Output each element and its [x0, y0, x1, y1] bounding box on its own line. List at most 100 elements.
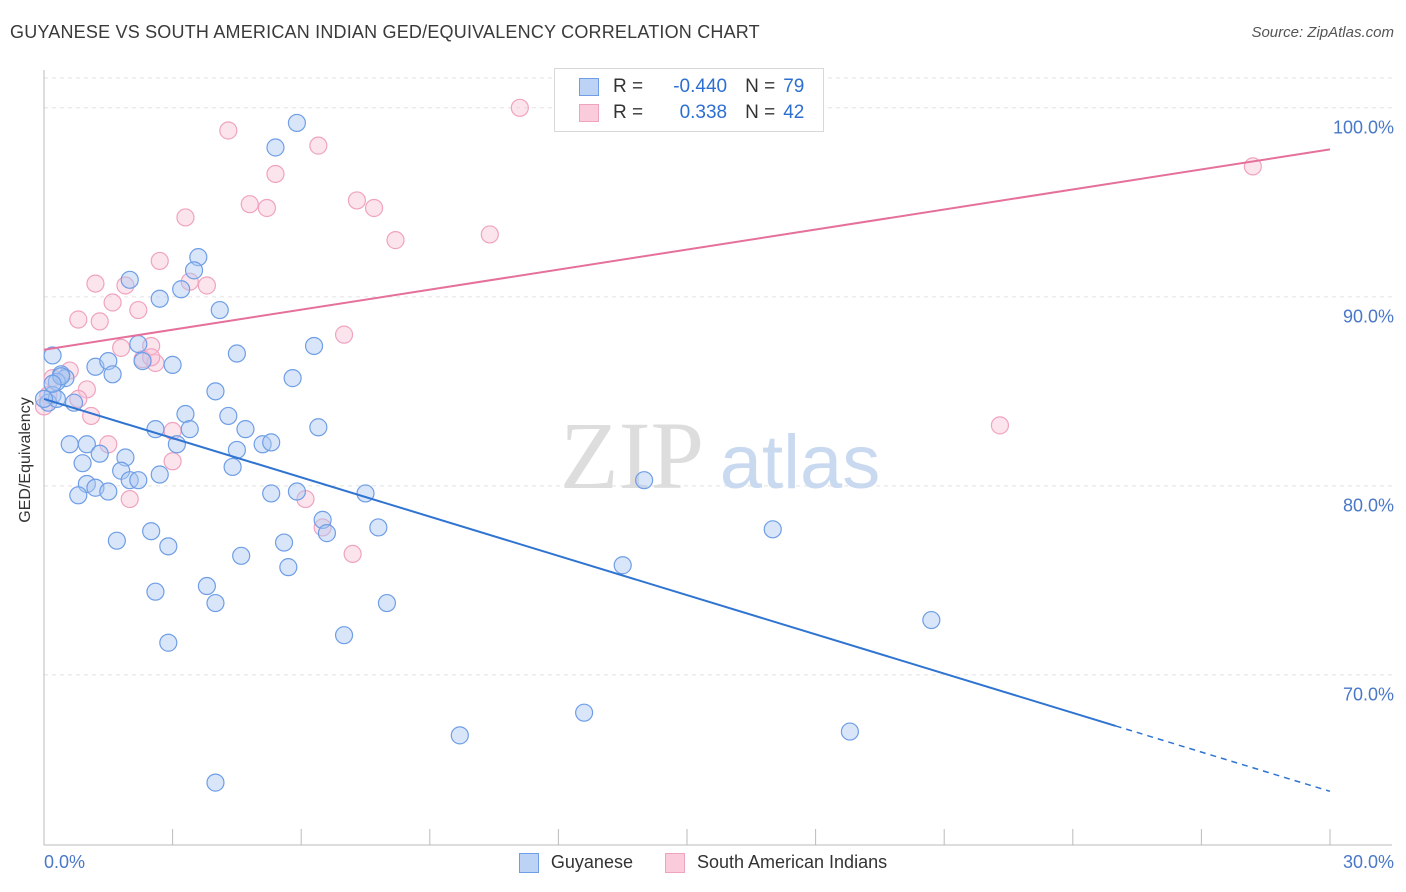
- point-guyanese: [43, 374, 62, 393]
- legend-n-sai: 42: [783, 102, 805, 123]
- point-guyanese: [304, 336, 324, 356]
- point-guyanese: [197, 576, 216, 596]
- point-guyanese: [279, 558, 298, 577]
- legend-n-label: N =: [745, 76, 776, 97]
- point-guyanese: [613, 556, 632, 575]
- point-sai: [150, 251, 169, 271]
- series-swatch-sai: [664, 852, 685, 873]
- series-name-sai: South American Indians: [696, 852, 888, 872]
- axes: [43, 70, 1392, 846]
- point-guyanese: [176, 404, 195, 424]
- series-legend-guyanese[interactable]: Guyanese: [518, 852, 633, 873]
- point-sai: [266, 164, 285, 184]
- point-guyanese: [90, 444, 109, 463]
- series-legend: Guyanese South American Indians: [0, 852, 1406, 873]
- point-sai: [69, 310, 88, 329]
- point-guyanese: [309, 418, 328, 437]
- point-guyanese: [283, 369, 302, 388]
- legend-r-guyanese: -0.440: [673, 76, 728, 97]
- point-sai: [176, 208, 195, 227]
- point-sai: [86, 274, 105, 293]
- series-name-guyanese: Guyanese: [550, 852, 633, 872]
- point-guyanese: [377, 593, 397, 613]
- point-guyanese: [262, 433, 281, 452]
- point-guyanese: [103, 365, 122, 384]
- point-guyanese: [77, 435, 96, 454]
- point-guyanese: [369, 518, 388, 537]
- point-guyanese: [206, 773, 225, 792]
- series-swatch-guyanese: [518, 852, 539, 873]
- point-guyanese: [142, 522, 161, 541]
- point-guyanese: [317, 524, 337, 543]
- point-guyanese: [262, 484, 281, 503]
- y-tick-label: 90.0%: [1342, 306, 1394, 327]
- point-guyanese: [223, 457, 242, 477]
- legend-row-sai: R = 0.338 N = 42: [579, 101, 804, 125]
- trend-line-guyanese-extrapolated: [1115, 725, 1331, 793]
- point-sai: [112, 338, 131, 357]
- point-guyanese: [146, 582, 165, 601]
- point-sai: [364, 198, 384, 218]
- point-sai: [386, 231, 405, 250]
- point-guyanese: [129, 471, 148, 490]
- point-guyanese: [163, 355, 182, 374]
- point-guyanese: [150, 289, 169, 308]
- point-sai: [103, 293, 122, 312]
- point-guyanese: [287, 482, 307, 501]
- point-guyanese: [129, 334, 148, 354]
- point-guyanese: [107, 531, 126, 550]
- point-sai: [510, 98, 529, 117]
- point-sai: [309, 136, 328, 155]
- point-guyanese: [150, 465, 169, 484]
- legend-swatch-guyanese: [579, 78, 599, 96]
- point-guyanese: [69, 486, 88, 505]
- point-sai: [343, 544, 362, 564]
- chart-title: GUYANESE VS SOUTH AMERICAN INDIAN GED/EQ…: [10, 22, 760, 42]
- point-guyanese: [922, 610, 941, 630]
- point-guyanese: [334, 626, 354, 645]
- point-guyanese: [99, 482, 118, 501]
- point-sai: [163, 452, 182, 471]
- legend-r-label: R =: [613, 102, 644, 123]
- point-guyanese: [232, 546, 251, 565]
- watermark: ZIP atlas: [560, 402, 880, 509]
- point-guyanese: [635, 471, 654, 490]
- point-guyanese: [763, 520, 782, 539]
- point-guyanese: [210, 300, 229, 320]
- point-guyanese: [227, 344, 246, 363]
- x-tick-min: 0.0%: [44, 852, 86, 872]
- point-sai: [129, 300, 148, 320]
- watermark-zip: ZIP: [560, 402, 704, 509]
- point-guyanese: [120, 270, 139, 289]
- point-sai: [197, 276, 216, 295]
- legend-r-sai: 0.338: [679, 102, 728, 123]
- point-guyanese: [172, 280, 191, 299]
- legend-n-label: N =: [745, 102, 776, 123]
- y-tick-label: 80.0%: [1342, 495, 1394, 516]
- point-sai: [120, 489, 139, 509]
- point-sai: [219, 121, 238, 140]
- point-sai: [257, 198, 277, 218]
- point-sai: [480, 225, 499, 244]
- point-guyanese: [450, 726, 469, 745]
- source-label: Source: ZipAtlas.com: [1251, 24, 1394, 41]
- point-guyanese: [274, 533, 294, 552]
- point-guyanese: [219, 406, 238, 426]
- legend-swatch-sai: [579, 104, 599, 122]
- trend-lines: [43, 148, 1331, 793]
- point-guyanese: [206, 382, 225, 401]
- point-guyanese: [43, 346, 62, 365]
- point-guyanese: [287, 113, 307, 133]
- stats-legend: R = -0.440 N = 79 R = 0.338 N = 42: [554, 68, 824, 132]
- point-sai: [240, 195, 259, 214]
- point-guyanese: [73, 454, 92, 473]
- trend-line-sai: [43, 148, 1331, 351]
- point-sai: [334, 325, 354, 344]
- point-guyanese: [180, 420, 199, 439]
- point-guyanese: [159, 633, 178, 652]
- series-legend-sai[interactable]: South American Indians: [664, 852, 888, 873]
- y-tick-label: 70.0%: [1342, 684, 1394, 705]
- point-sai: [347, 191, 367, 210]
- point-guyanese: [184, 261, 204, 280]
- point-sai: [142, 348, 161, 367]
